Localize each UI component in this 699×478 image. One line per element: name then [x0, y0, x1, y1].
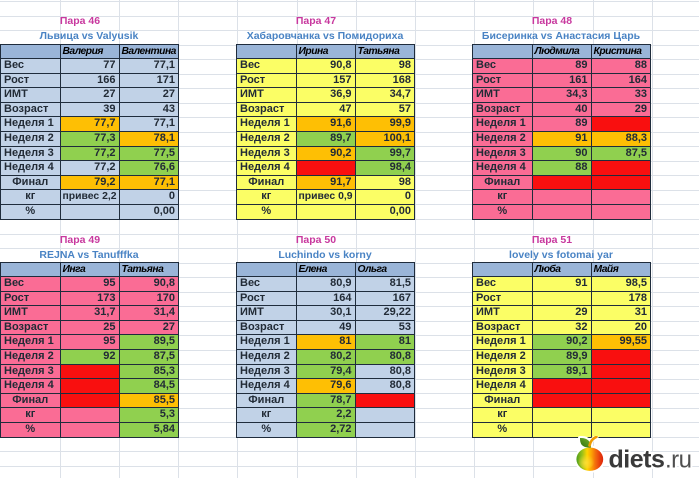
svg-text:.ru: .ru	[665, 446, 692, 473]
svg-text:diets: diets	[609, 445, 665, 473]
